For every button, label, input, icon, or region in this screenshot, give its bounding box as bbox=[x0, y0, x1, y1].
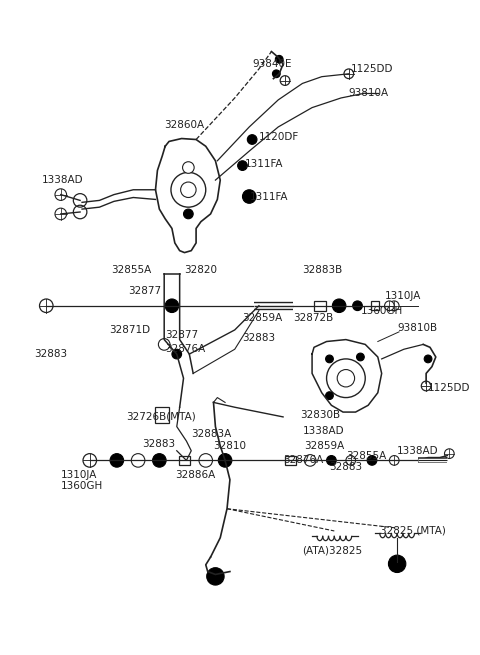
Circle shape bbox=[388, 555, 406, 572]
Circle shape bbox=[199, 454, 213, 467]
Circle shape bbox=[273, 70, 280, 78]
Circle shape bbox=[367, 456, 377, 465]
Circle shape bbox=[247, 135, 257, 144]
Text: 32877: 32877 bbox=[129, 286, 162, 296]
Text: 32872B: 32872B bbox=[293, 313, 333, 324]
Circle shape bbox=[276, 56, 283, 63]
Circle shape bbox=[55, 189, 67, 200]
Text: 1360GH: 1360GH bbox=[61, 481, 103, 491]
Circle shape bbox=[325, 392, 333, 400]
Circle shape bbox=[55, 208, 67, 219]
Circle shape bbox=[337, 369, 355, 387]
Circle shape bbox=[325, 355, 333, 363]
Circle shape bbox=[357, 353, 364, 361]
Circle shape bbox=[218, 454, 232, 467]
Circle shape bbox=[280, 76, 290, 85]
Text: 1120DF: 1120DF bbox=[259, 132, 299, 141]
Text: (ATA)32825: (ATA)32825 bbox=[302, 546, 362, 555]
Circle shape bbox=[424, 355, 432, 363]
Text: 32883: 32883 bbox=[242, 333, 276, 343]
Circle shape bbox=[207, 568, 224, 585]
Text: 93810B: 93810B bbox=[397, 323, 437, 333]
Text: 32871D: 32871D bbox=[109, 325, 150, 335]
Text: 1310JA: 1310JA bbox=[384, 291, 421, 301]
Text: 32855A: 32855A bbox=[346, 451, 386, 460]
Text: 1338AD: 1338AD bbox=[302, 426, 344, 436]
Text: 32883: 32883 bbox=[329, 462, 362, 472]
Text: 1311FA: 1311FA bbox=[250, 193, 288, 202]
Text: 32859A: 32859A bbox=[304, 441, 345, 451]
Text: 32876A: 32876A bbox=[283, 455, 324, 466]
Circle shape bbox=[39, 299, 53, 312]
Circle shape bbox=[132, 454, 145, 467]
Circle shape bbox=[110, 454, 123, 467]
Circle shape bbox=[389, 456, 399, 465]
Text: 93810A: 93810A bbox=[349, 88, 389, 98]
Text: 32830B: 32830B bbox=[300, 410, 341, 420]
Text: 32820: 32820 bbox=[184, 265, 217, 275]
Circle shape bbox=[332, 299, 346, 312]
Circle shape bbox=[353, 301, 362, 310]
Circle shape bbox=[304, 455, 316, 466]
Text: 32855A: 32855A bbox=[111, 265, 151, 275]
Text: 1125DD: 1125DD bbox=[428, 383, 470, 393]
Text: 32886A: 32886A bbox=[175, 470, 215, 480]
Text: 1311FA: 1311FA bbox=[244, 159, 283, 169]
Text: 1125DD: 1125DD bbox=[351, 64, 393, 74]
Text: 32883B: 32883B bbox=[302, 265, 343, 275]
Circle shape bbox=[171, 172, 206, 207]
Circle shape bbox=[172, 349, 181, 359]
Text: 32859A: 32859A bbox=[242, 313, 283, 324]
Circle shape bbox=[180, 182, 196, 198]
Text: 32860A: 32860A bbox=[164, 120, 204, 130]
Text: 32877: 32877 bbox=[165, 329, 198, 340]
Text: 32883: 32883 bbox=[34, 349, 67, 359]
Text: 1338AD: 1338AD bbox=[397, 446, 439, 456]
Circle shape bbox=[421, 381, 431, 391]
Circle shape bbox=[182, 162, 194, 174]
Text: 32825 (MTA): 32825 (MTA) bbox=[380, 526, 445, 536]
Circle shape bbox=[326, 456, 336, 465]
Circle shape bbox=[326, 359, 365, 398]
Circle shape bbox=[153, 454, 166, 467]
Text: 32726B(MTA): 32726B(MTA) bbox=[127, 412, 196, 422]
Circle shape bbox=[389, 301, 399, 310]
Text: 1360GH: 1360GH bbox=[360, 306, 403, 316]
Circle shape bbox=[83, 454, 96, 467]
Circle shape bbox=[384, 301, 394, 310]
Text: 1310JA: 1310JA bbox=[61, 470, 97, 480]
Circle shape bbox=[183, 209, 193, 219]
Circle shape bbox=[165, 299, 179, 312]
Text: 32883A: 32883A bbox=[191, 429, 231, 440]
Text: 32876A: 32876A bbox=[165, 345, 205, 354]
Circle shape bbox=[444, 449, 454, 458]
Circle shape bbox=[344, 69, 354, 79]
Circle shape bbox=[238, 160, 247, 170]
Text: 32883: 32883 bbox=[142, 439, 175, 449]
Text: 32810: 32810 bbox=[214, 441, 247, 451]
Text: 1338AD: 1338AD bbox=[41, 175, 83, 185]
Circle shape bbox=[346, 456, 356, 465]
Circle shape bbox=[242, 190, 256, 203]
Text: 93840E: 93840E bbox=[252, 59, 292, 69]
